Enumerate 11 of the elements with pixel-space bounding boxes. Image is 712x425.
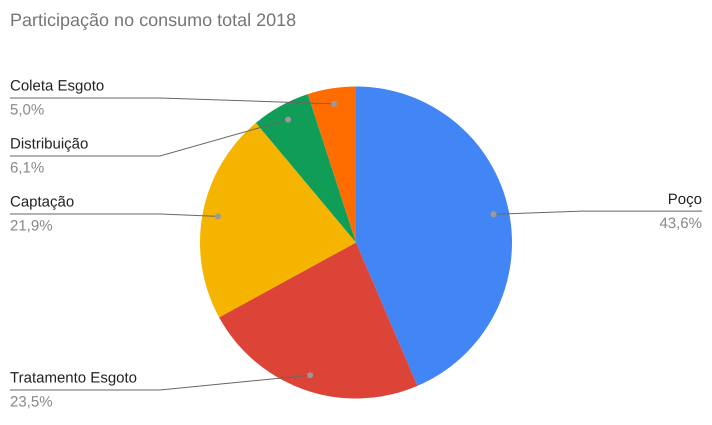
slice-label: Distribuição <box>10 136 88 153</box>
slice-label: Captação <box>10 194 74 211</box>
slice-label: Coleta Esgoto <box>10 78 104 95</box>
data-label: 43,6% <box>659 214 702 232</box>
chart-title: Participação no consumo total 2018 <box>10 10 296 31</box>
slice-label: Poço <box>668 190 702 208</box>
data-label: 23,5% <box>10 394 53 411</box>
data-label: 5,0% <box>10 102 44 119</box>
slice-label: Tratamento Esgoto <box>10 370 138 387</box>
data-label: 21,9% <box>10 218 53 235</box>
data-label: 6,1% <box>10 160 44 177</box>
